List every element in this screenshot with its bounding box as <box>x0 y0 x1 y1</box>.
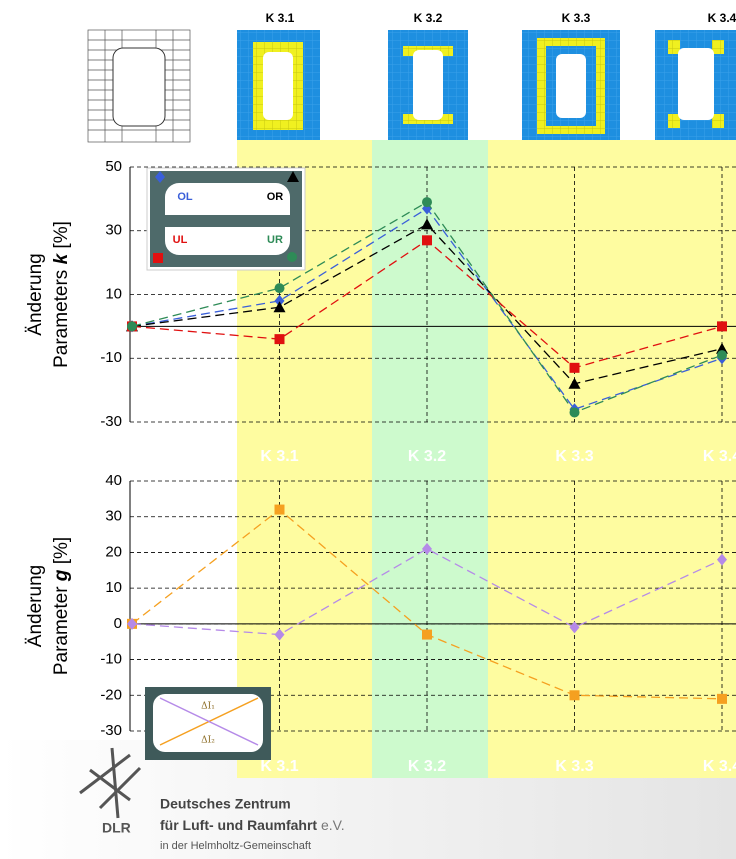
legend-label: OR <box>267 191 284 203</box>
config-thumbnail <box>655 30 736 140</box>
x-tick-label: K 3.2 <box>408 758 446 775</box>
y-tick-label: 40 <box>105 472 122 489</box>
y-tick-label: -10 <box>100 349 122 366</box>
x-tick-label: K 3.4 <box>703 758 736 775</box>
legend-inset <box>145 687 271 760</box>
data-point <box>275 283 285 293</box>
legend-marker <box>287 252 297 262</box>
y-tick-label: 50 <box>105 158 122 175</box>
y-axis-label-part: k <box>51 252 72 264</box>
y-axis-label: Parameter g [%] <box>51 537 72 675</box>
org-line-main: für Luft- und Raumfahrt <box>160 817 317 833</box>
legend-inset <box>147 168 305 270</box>
legend-label: UL <box>173 234 188 246</box>
x-tick-label: K 3.3 <box>555 758 593 775</box>
y-axis-label-part: Parameter <box>51 586 72 675</box>
legend-label: OL <box>177 191 193 203</box>
org-line: für Luft- und Raumfahrt e.V. <box>160 817 345 833</box>
data-point <box>717 350 727 360</box>
x-tick-label: K 3.1 <box>260 758 298 775</box>
config-label: K 3.3 <box>562 11 591 25</box>
data-point <box>717 321 727 331</box>
data-point <box>570 363 580 373</box>
data-point <box>570 407 580 417</box>
data-point <box>422 630 432 640</box>
x-tick-label: K 3.2 <box>408 448 446 465</box>
x-tick-label: K 3.4 <box>703 448 736 465</box>
y-tick-label: -20 <box>100 686 122 703</box>
y-tick-label: 10 <box>105 285 122 302</box>
y-axis-label: Änderung <box>25 253 46 335</box>
y-axis-label-part: [%] <box>51 537 72 564</box>
data-point <box>422 235 432 245</box>
y-axis-label-part: Parameters <box>51 270 72 368</box>
org-line: Deutsches Zentrum <box>160 796 291 812</box>
y-tick-label: 30 <box>105 222 122 239</box>
mesh-thumbnail <box>88 30 190 142</box>
config-thumbnail <box>388 30 468 140</box>
y-axis-label: Parameters k [%] <box>51 221 72 368</box>
x-tick-label: K 3.3 <box>555 448 593 465</box>
data-point <box>570 690 580 700</box>
config-thumbnail <box>237 30 320 140</box>
config-thumbnail <box>522 30 620 140</box>
config-label: K 3.4 <box>708 11 736 25</box>
org-line: in der Helmholtz-Gemeinschaft <box>160 840 311 852</box>
y-tick-label: 20 <box>105 543 122 560</box>
y-tick-label: 10 <box>105 579 122 596</box>
data-point <box>127 321 137 331</box>
legend-label: UR <box>267 234 283 246</box>
legend-label: ΔI₁ <box>201 702 215 712</box>
y-tick-label: -30 <box>100 413 122 430</box>
legend-label: ΔI₂ <box>201 736 215 746</box>
band <box>488 140 736 778</box>
y-tick-label: -10 <box>100 651 122 668</box>
y-axis-label: Änderung <box>25 565 46 647</box>
data-point <box>275 334 285 344</box>
legend-marker <box>153 253 163 263</box>
data-point <box>422 197 432 207</box>
y-tick-label: 0 <box>114 615 122 632</box>
config-label: K 3.2 <box>414 11 443 25</box>
data-point <box>717 694 727 704</box>
logo-text: DLR <box>102 820 131 836</box>
config-label: K 3.1 <box>266 11 295 25</box>
y-tick-label: 30 <box>105 508 122 525</box>
data-point <box>275 505 285 515</box>
org-line-suffix: e.V. <box>321 817 345 833</box>
y-axis-label-part: g <box>51 569 72 582</box>
x-tick-label: K 3.1 <box>260 448 298 465</box>
slide: K 3.1 K 3.2 K 3.3 K 3.4 -30 -10 10 30 50 K 3.… <box>0 0 736 859</box>
y-tick-label: -30 <box>100 722 122 739</box>
y-axis-label-part: [%] <box>51 221 72 248</box>
